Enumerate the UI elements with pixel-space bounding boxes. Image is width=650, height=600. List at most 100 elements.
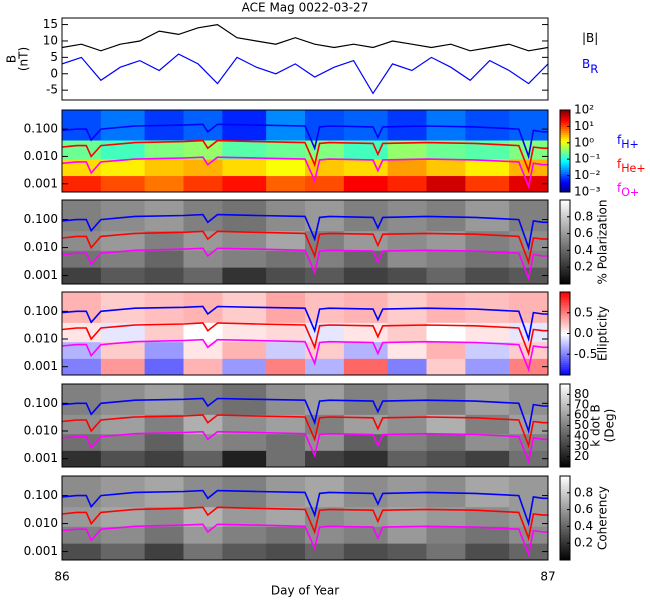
colorbar-swatch [560, 364, 570, 368]
colorbar-swatch [560, 482, 570, 485]
colorbar-swatch [560, 404, 570, 408]
colorbar-swatch [560, 321, 570, 324]
colorbar-frame [559, 199, 571, 285]
heatmap-cell [509, 384, 548, 415]
y-tick-label: 0.100 [24, 122, 58, 136]
colorbar-swatch [560, 318, 570, 322]
heatmap-cell [266, 526, 306, 544]
colorbar-swatch [560, 366, 570, 370]
heatmap-cell [426, 159, 466, 177]
colorbar-swatch [560, 212, 570, 216]
colorbar-swatch [560, 417, 570, 420]
heatmap-cell [305, 476, 345, 508]
colorbar-swatch [560, 339, 570, 343]
heatmap-cell [343, 322, 389, 343]
heatmap-cell [62, 506, 102, 527]
colorbar-swatch [560, 163, 570, 166]
heatmap-cell [222, 358, 267, 375]
heatmap-cell [387, 322, 427, 343]
heatmap-cell [183, 250, 223, 268]
heatmap-cell [387, 526, 427, 544]
heatmap-cell [426, 414, 466, 435]
colorbar-swatch [560, 400, 570, 404]
colorbar-tick-label: 80 [574, 387, 589, 401]
heatmap-cell [426, 543, 466, 560]
colorbar-swatch [560, 114, 570, 117]
colorbar-tick-label: 0.2 [574, 536, 593, 550]
heatmap-cell [465, 250, 510, 268]
colorbar-swatch [560, 488, 570, 492]
heatmap-cell [144, 506, 184, 527]
heatmap-cell [343, 476, 389, 508]
y-tick-label: 0.100 [24, 304, 58, 318]
y-tick-label: 0.001 [24, 268, 58, 282]
colorbar-swatch [560, 425, 570, 429]
heatmap-cell [62, 450, 102, 467]
colorbar-swatch [560, 534, 570, 538]
heatmap-cell [305, 200, 345, 232]
colorbar-swatch [560, 306, 570, 310]
heatmap-cell [222, 139, 267, 160]
heatmap-cell [343, 110, 389, 141]
colorbar-swatch [560, 442, 570, 445]
x-tick-label: 86 [54, 570, 69, 584]
colorbar-swatch [560, 183, 570, 187]
heatmap-cell [426, 341, 466, 359]
colorbar-swatch [560, 413, 570, 416]
heatmap-cell [343, 414, 389, 435]
frequency-line [62, 506, 548, 542]
heatmap-cell [387, 110, 427, 141]
y-tick-label: 0.010 [24, 516, 58, 530]
heatmap-cell [387, 159, 427, 177]
heatmap-cell [266, 433, 306, 451]
heatmap-cell [100, 526, 146, 544]
colorbar-tick-label: 10⁰ [574, 135, 594, 149]
colorbar-swatch [560, 557, 570, 561]
colorbar-swatch [560, 265, 570, 268]
y-tick-label: 5 [50, 50, 58, 64]
y-tick-label: -5 [46, 83, 58, 97]
colorbar-swatch [560, 345, 570, 349]
colorbar-tick-label: 20 [574, 449, 589, 463]
x-axis-label: Day of Year [271, 584, 339, 598]
legend-entry: |B| [582, 31, 598, 45]
frequency-line [62, 322, 548, 357]
heatmap-cell [426, 384, 466, 415]
colorbar-swatch [560, 524, 570, 527]
heatmap-cell [426, 450, 466, 467]
heatmap-cell [509, 292, 548, 323]
heatmap-cell [266, 159, 306, 177]
colorbar-swatch [560, 304, 570, 308]
y-tick-label: 0.010 [24, 332, 58, 346]
legend-entry: fHe+ [617, 157, 646, 176]
heatmap-cell [144, 414, 184, 435]
colorbar-swatch [560, 410, 570, 414]
heatmap-cell [509, 476, 548, 508]
legend-entry: BR [582, 57, 598, 76]
heatmap-cell [465, 358, 510, 375]
heatmap-cell [222, 322, 267, 343]
colorbar-swatch [560, 499, 570, 502]
heatmap-cell [183, 526, 223, 544]
frequency-line [62, 305, 548, 343]
heatmap-cell [343, 267, 389, 284]
frequency-line [62, 123, 548, 160]
y-axis-label: B [5, 55, 19, 63]
colorbar-swatch [560, 444, 570, 447]
colorbar-swatch [560, 263, 570, 266]
colorbar-swatch [560, 543, 570, 546]
colorbar-tick-label: 60 [574, 408, 589, 422]
colorbar-swatch [560, 242, 570, 245]
colorbar-frame [559, 475, 571, 561]
colorbar-swatch [560, 456, 570, 460]
colorbar-swatch [560, 526, 570, 529]
heatmap-cell [343, 250, 389, 268]
colorbar-swatch [560, 140, 570, 144]
colorbar-swatch [560, 406, 570, 410]
heatmap-cell [426, 139, 466, 160]
colorbar-swatch [560, 362, 570, 366]
colorbar-swatch [560, 402, 570, 406]
colorbar-swatch [560, 325, 570, 328]
plot-frame [61, 199, 549, 285]
colorbar-swatch [560, 138, 570, 142]
